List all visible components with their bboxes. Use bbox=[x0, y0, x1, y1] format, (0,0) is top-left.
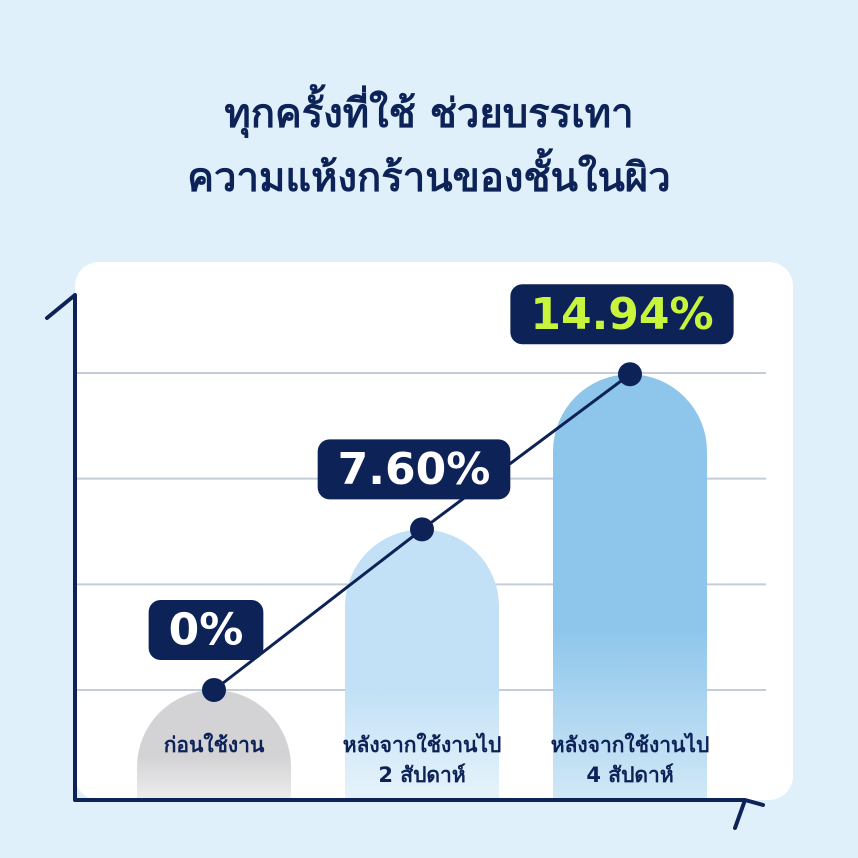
bar-fade bbox=[553, 374, 707, 800]
x-tick-label: หลังจากใช้งานไป 2 สัปดาห์ bbox=[342, 733, 502, 787]
bar-fade bbox=[137, 690, 291, 800]
point bbox=[618, 362, 642, 387]
point bbox=[202, 678, 226, 702]
x-tick-label: ก่อนใช้งาน bbox=[163, 733, 265, 757]
point bbox=[410, 517, 434, 542]
chart-title: ทุกครั้งที่ใช้ ช่วยบรรเทา ความแห้งกร้านข… bbox=[187, 91, 671, 201]
value-label: 7.60% bbox=[338, 444, 491, 495]
axis bbox=[45, 293, 765, 830]
bar-fade bbox=[345, 529, 499, 800]
value-label: 0% bbox=[169, 605, 244, 656]
value-label-box bbox=[510, 284, 734, 345]
value-label-box bbox=[317, 439, 511, 500]
value-label: 14.94% bbox=[530, 289, 713, 340]
value-label-box bbox=[148, 600, 264, 660]
x-tick-label: หลังจากใช้งานไป 4 สัปดาห์ bbox=[550, 733, 710, 787]
